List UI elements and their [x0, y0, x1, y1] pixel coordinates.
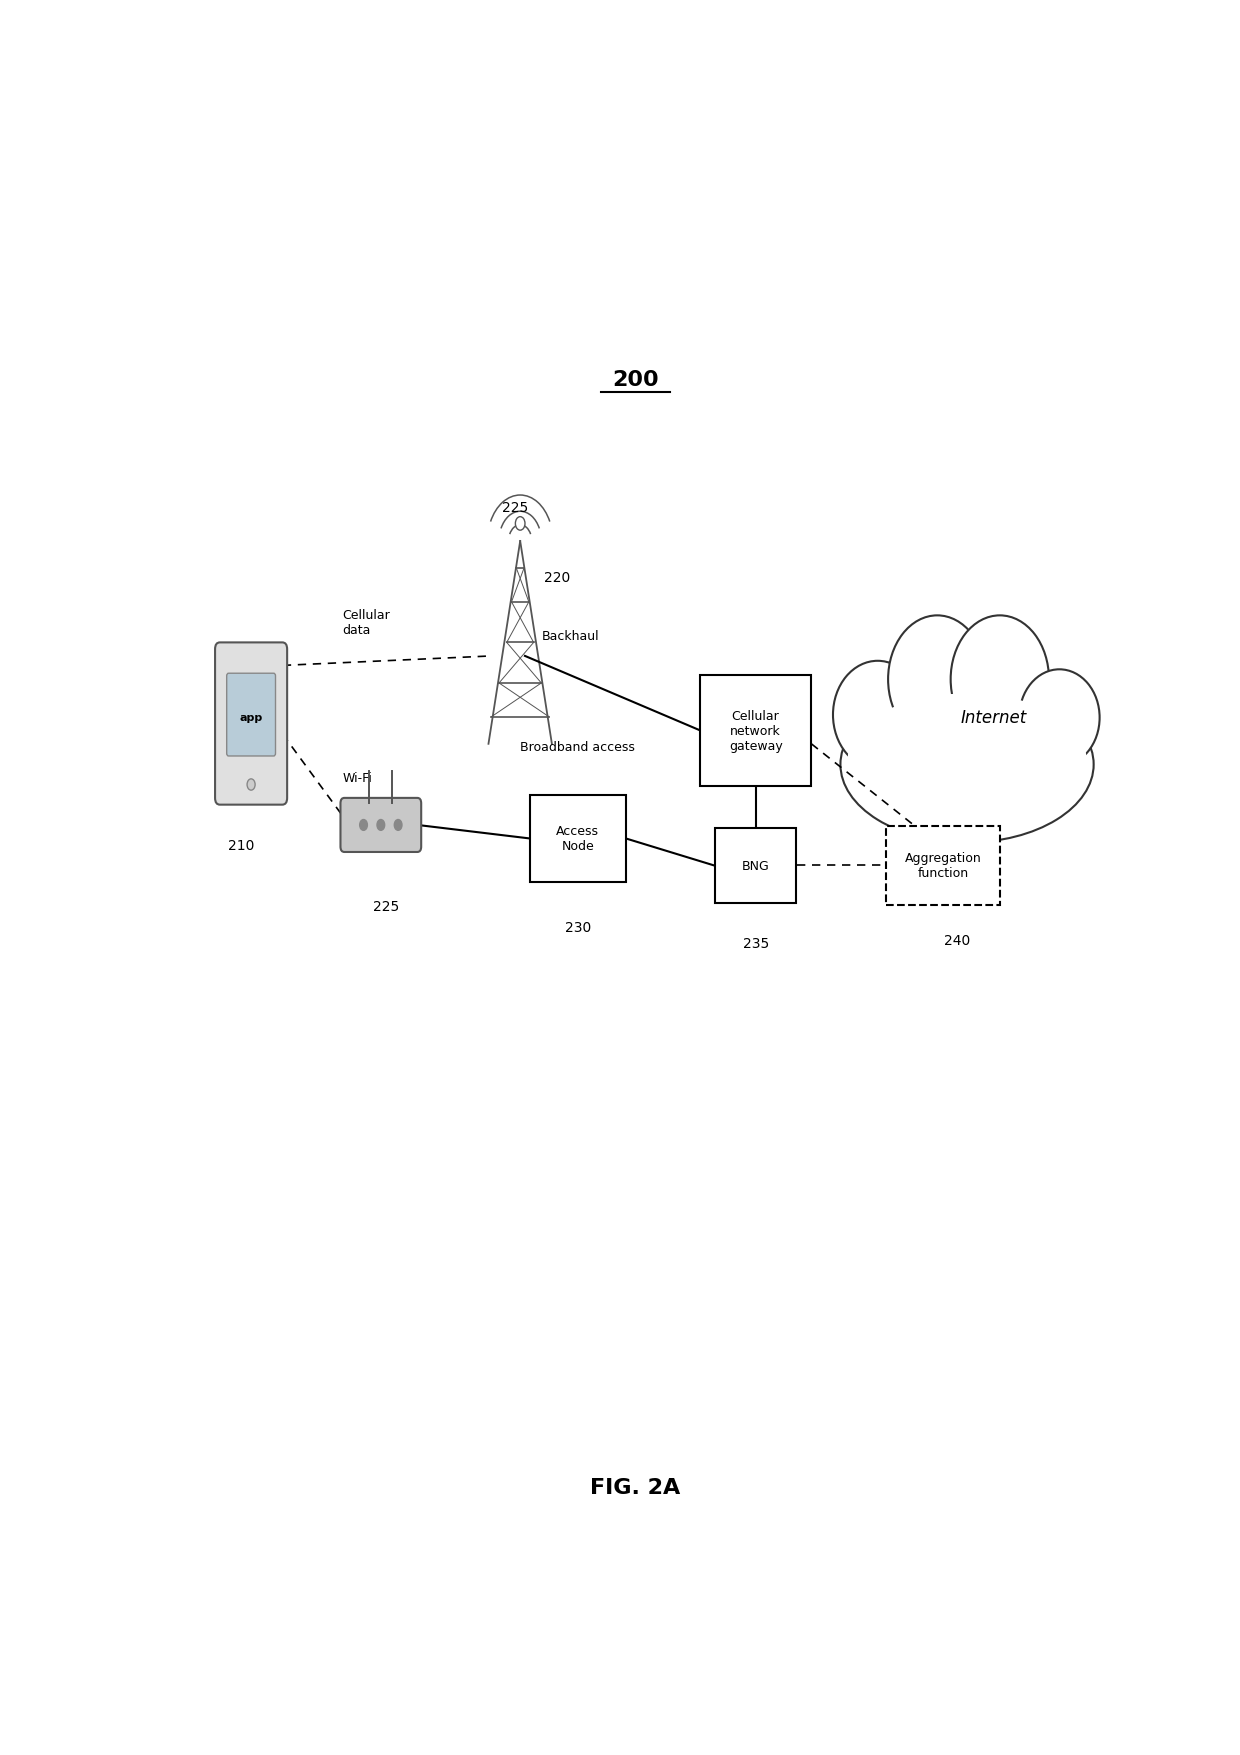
Text: 220: 220 [544, 570, 570, 584]
Ellipse shape [848, 693, 1086, 821]
Circle shape [360, 820, 367, 830]
Ellipse shape [951, 616, 1049, 744]
Bar [714, 828, 796, 904]
Circle shape [377, 820, 384, 830]
Text: FIG. 2A: FIG. 2A [590, 1478, 681, 1497]
Bar [701, 676, 811, 786]
Text: Access
Node: Access Node [557, 825, 599, 853]
Text: 235: 235 [743, 935, 769, 949]
Text: 225: 225 [502, 500, 528, 514]
Text: Cellular
network
gateway: Cellular network gateway [729, 709, 782, 753]
Circle shape [247, 779, 255, 792]
Ellipse shape [1019, 670, 1100, 767]
Text: Backhaul: Backhaul [542, 630, 599, 642]
Text: Broadband access: Broadband access [521, 741, 635, 755]
Circle shape [394, 820, 402, 830]
Text: BNG: BNG [742, 860, 770, 872]
Text: 200: 200 [613, 370, 658, 390]
FancyBboxPatch shape [227, 674, 275, 756]
Ellipse shape [833, 662, 923, 769]
Text: 230: 230 [564, 920, 591, 934]
FancyBboxPatch shape [215, 642, 288, 806]
Text: app: app [239, 713, 263, 723]
Text: Aggregation
function: Aggregation function [905, 851, 981, 879]
Ellipse shape [841, 686, 1094, 842]
FancyBboxPatch shape [341, 799, 422, 853]
Ellipse shape [888, 616, 986, 744]
Text: 225: 225 [372, 900, 399, 914]
Bar [529, 795, 626, 883]
Circle shape [516, 518, 525, 530]
Text: Wi-Fi: Wi-Fi [342, 772, 372, 784]
Text: 210: 210 [228, 839, 254, 853]
Bar [887, 827, 999, 906]
Text: 240: 240 [945, 934, 971, 948]
Text: Cellular
data: Cellular data [342, 609, 391, 637]
Text: Internet: Internet [961, 709, 1027, 727]
